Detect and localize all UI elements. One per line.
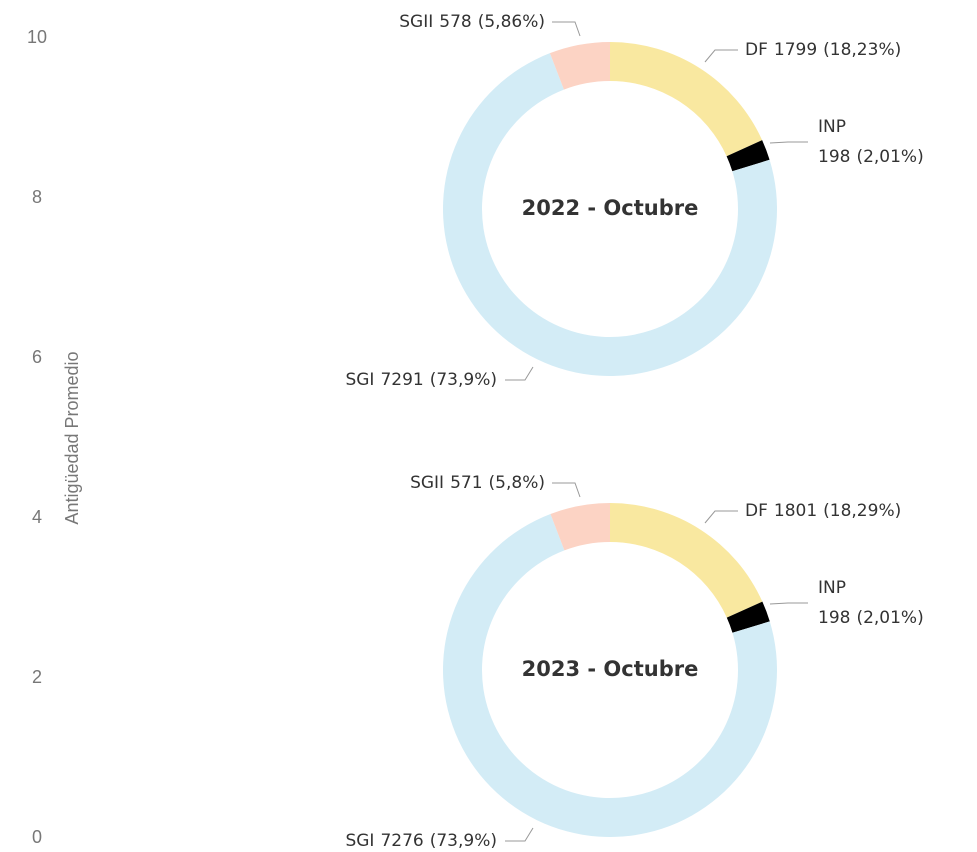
slice-category: DF [745, 501, 768, 521]
slice-value: 1801 [774, 501, 817, 521]
slice-percent: (2,01%) [856, 608, 923, 628]
slice-category: SGII [410, 473, 444, 493]
slice-category: SGI [345, 831, 374, 851]
slice-value: 7291 [380, 370, 423, 390]
slice-label: INP 198 (2,01%) [818, 117, 924, 167]
y-tick-label: 10 [27, 27, 47, 47]
slice-category: INP [818, 578, 846, 598]
slice-value: 578 [439, 12, 471, 32]
slice-percent: (5,86%) [478, 12, 545, 32]
leader-line [704, 510, 738, 524]
donut-slice [550, 503, 610, 551]
leader-line [552, 21, 581, 37]
leader-line [769, 141, 808, 144]
leader-line [769, 602, 808, 605]
slice-value: 1799 [774, 40, 817, 60]
slice-percent: (5,8%) [489, 473, 545, 493]
slice-category: INP [818, 117, 846, 137]
y-tick-label: 6 [32, 347, 42, 367]
slice-label: DF 1801 (18,29%) [745, 501, 901, 521]
y-tick-label: 8 [32, 187, 42, 207]
leader-line [505, 827, 534, 842]
slice-percent: (2,01%) [856, 147, 923, 167]
leader-line [704, 49, 738, 63]
y-tick-label: 2 [32, 667, 42, 687]
donut-title: 2023 - Octubre [522, 657, 699, 681]
leader-line [552, 482, 581, 498]
slice-percent: (18,23%) [823, 40, 901, 60]
axis-title: Antigüedad Promedio [62, 351, 82, 524]
donut-slice [726, 601, 770, 633]
slice-value: 198 [818, 147, 850, 167]
slice-value: 7276 [380, 831, 423, 851]
slice-category: SGI [345, 370, 374, 390]
y-tick-label: 4 [32, 507, 42, 527]
slice-percent: (73,9%) [430, 831, 497, 851]
slice-value: 571 [450, 473, 482, 493]
y-tick-label: 0 [32, 827, 42, 847]
slice-percent: (18,29%) [823, 501, 901, 521]
slice-label: SGI 7276 (73,9%) [345, 831, 497, 851]
donut-slice [549, 42, 610, 90]
donut-title: 2022 - Octubre [522, 196, 699, 220]
slice-value: 198 [818, 608, 850, 628]
donut-slice [610, 42, 763, 157]
slice-percent: (73,9%) [430, 370, 497, 390]
slice-label: DF 1799 (18,23%) [745, 40, 901, 60]
donut-slice [726, 140, 770, 172]
slice-category: DF [745, 40, 768, 60]
leader-line [505, 366, 534, 381]
slice-label: SGII 578 (5,86%) [399, 12, 545, 32]
slice-label: SGI 7291 (73,9%) [345, 370, 497, 390]
slice-label: INP 198 (2,01%) [818, 578, 924, 628]
slice-label: SGII 571 (5,8%) [410, 473, 545, 493]
slice-category: SGII [399, 12, 433, 32]
donut-slice [610, 503, 763, 618]
